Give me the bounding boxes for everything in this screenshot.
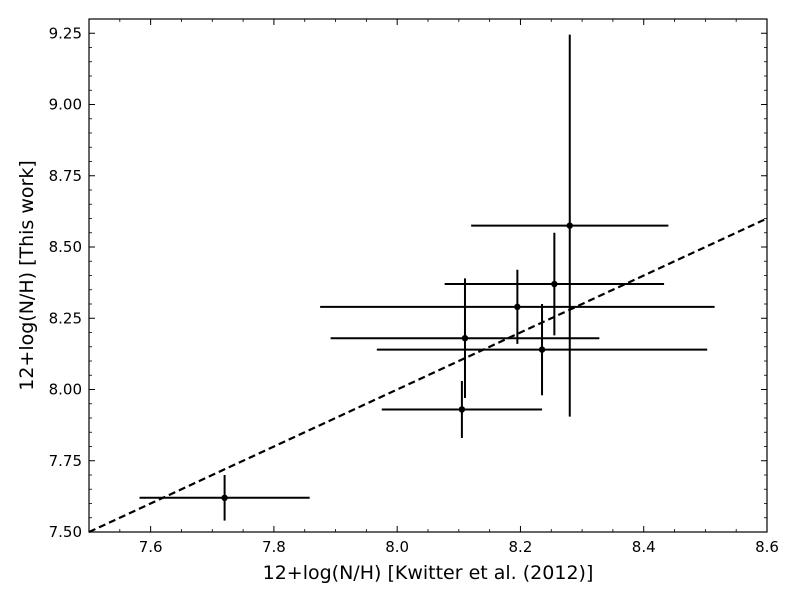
x-tick-label: 7.8 [262,538,286,556]
y-tick-label: 8.75 [49,167,82,185]
data-point-layer [221,222,573,501]
data-point [514,303,521,311]
x-tick-label: 8.2 [509,538,533,556]
data-point [458,406,466,413]
data-point [461,335,469,342]
errorbar-layer [139,34,715,521]
y-tick-label: 9.25 [49,24,82,42]
data-point [551,280,558,288]
data-point [221,494,228,501]
x-axis-label: 12+log(N/H) [Kwitter et al. (2012)] [263,562,594,584]
data-point [538,346,546,353]
x-tick-label: 8.0 [385,538,409,556]
plot-frame [88,18,768,533]
y-tick-label: 8.25 [49,309,82,327]
y-tick-label: 9.00 [49,96,82,114]
y-axis-label: 12+log(N/H) [This work] [16,160,38,391]
y-tick-label: 8.50 [49,238,82,256]
reference-line [88,217,768,533]
reference-line-layer [88,217,768,533]
y-tick-label: 7.75 [49,452,82,470]
x-tick-label: 8.6 [755,538,779,556]
x-axis-ticks: 7.6 7.8 8.0 8.2 8.4 8.6 [88,19,779,556]
data-point [566,222,573,229]
x-tick-label: 7.6 [139,538,163,556]
y-tick-label: 7.50 [49,523,82,541]
x-tick-label: 8.4 [632,538,656,556]
y-tick-label: 8.00 [49,381,82,399]
y-axis-ticks: 7.50 7.75 8.00 8.25 8.50 8.75 9.00 9.25 [49,18,767,541]
